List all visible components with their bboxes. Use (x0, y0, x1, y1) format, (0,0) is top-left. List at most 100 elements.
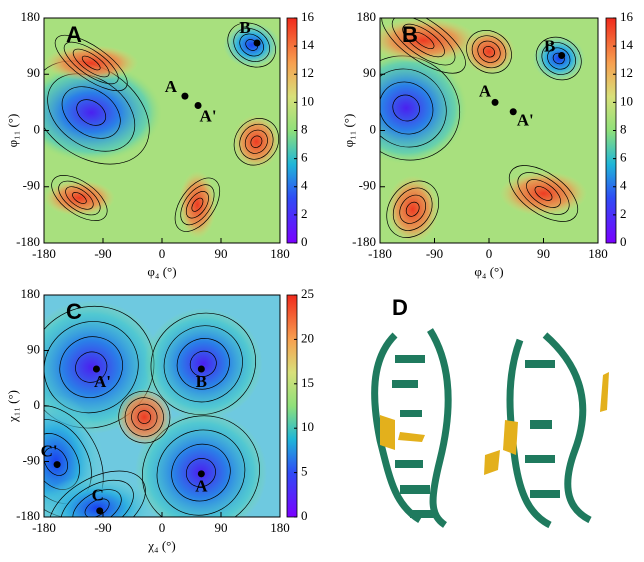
contour-line (391, 18, 456, 66)
point-label: A (479, 81, 492, 100)
contour-line (51, 175, 108, 221)
x-axis-label: φ₄ (°) (474, 264, 503, 279)
y-tick-label: 180 (21, 9, 41, 24)
colorbar-tick-label: 16 (620, 9, 634, 24)
contour-line (75, 351, 108, 383)
contour-line (239, 33, 264, 57)
colorbar-tick-label: 4 (620, 178, 627, 193)
y-tick-label: 0 (34, 121, 41, 136)
y-tick-label: 0 (34, 397, 41, 412)
point (197, 470, 205, 478)
point-label: C (92, 486, 104, 505)
contour-line (517, 172, 570, 215)
contour-line (44, 321, 139, 414)
energy-region (380, 18, 479, 63)
energy-region (499, 171, 588, 216)
contour-line (176, 338, 230, 390)
contour-line (131, 403, 158, 431)
x-tick-label: -180 (32, 520, 56, 535)
contour-line (477, 40, 501, 63)
energy-region (178, 171, 217, 239)
energy-region (115, 388, 173, 446)
colorbar-tick-label: 8 (301, 121, 308, 136)
point-label: B (544, 36, 555, 55)
contour-line (171, 443, 231, 502)
x-axis-label: φ₄ (°) (147, 264, 176, 279)
contour-line (508, 165, 579, 222)
contour-line (59, 336, 123, 398)
contour-line (392, 94, 420, 122)
colorbar-tick-label: 0 (301, 234, 308, 249)
colorbar-tick-label: 0 (620, 234, 627, 249)
panel-label: A (66, 22, 82, 47)
contour-line (44, 447, 69, 476)
contour-line (399, 194, 427, 224)
contour-line (48, 470, 146, 517)
colorbar-tick-label: 10 (620, 93, 633, 108)
contour-line (72, 192, 87, 204)
contour-line (380, 68, 447, 148)
x-tick-label: 180 (588, 246, 608, 261)
point (491, 98, 499, 106)
point (96, 507, 104, 515)
point-label: A' (200, 106, 217, 125)
contour-line (137, 410, 152, 424)
energy-region (44, 474, 157, 517)
y-axis-label: φ₁₁ (°) (341, 114, 356, 148)
contour-line (63, 41, 119, 85)
contour-line (124, 397, 164, 437)
energy-region (44, 180, 115, 216)
y-tick-label: -90 (23, 452, 40, 467)
contour-line (250, 135, 263, 148)
y-tick-label: 180 (357, 9, 377, 24)
colorbar-tick-label: 8 (620, 121, 627, 136)
x-tick-label: 90 (537, 246, 550, 261)
colorbar (286, 294, 298, 518)
contour-line (118, 390, 171, 444)
y-axis-label: φ₁₁ (°) (5, 114, 20, 148)
panel-d: D (371, 295, 609, 529)
colorbar-tick-label: 15 (301, 375, 314, 390)
y-tick-label: -90 (359, 178, 376, 193)
y-tick-label: -180 (352, 234, 376, 249)
colorbar-tick-label: 10 (301, 419, 314, 434)
contour-line (233, 28, 270, 62)
colorbar-tick-label: 2 (301, 206, 308, 221)
colorbar-tick-label: 5 (301, 464, 308, 479)
colorbar-tick-label: 12 (301, 65, 314, 80)
contour-line (54, 34, 128, 92)
colorbar-tick-label: 0 (301, 508, 308, 523)
x-tick-label: 0 (159, 246, 166, 261)
contour-line (405, 201, 420, 217)
contour-line (227, 22, 276, 68)
colorbar-tick-label: 20 (301, 330, 314, 345)
contour-line (156, 429, 246, 516)
energy-region (223, 22, 280, 68)
contour-line (47, 73, 136, 152)
y-tick-label: 90 (363, 65, 376, 80)
plot-area (44, 18, 280, 243)
energy-region (380, 51, 468, 165)
x-tick-label: -180 (32, 246, 56, 261)
contour-line (380, 55, 461, 161)
energy-region (532, 36, 585, 81)
contour-line (72, 489, 122, 517)
contour-line (412, 31, 435, 50)
contour-line (76, 99, 107, 126)
contour-line (402, 23, 445, 58)
colorbar-tick-label: 6 (301, 150, 308, 165)
contour-line (233, 118, 280, 166)
point (194, 102, 202, 109)
contour-line (466, 30, 512, 74)
contour-line (81, 55, 101, 71)
contour-line (61, 86, 121, 139)
contour-line (541, 42, 576, 75)
x-tick-label: -90 (94, 246, 111, 261)
highlight (380, 372, 609, 475)
colorbar-tick-label: 16 (301, 9, 315, 24)
x-tick-label: 0 (486, 246, 493, 261)
point (253, 39, 261, 47)
y-tick-label: -90 (23, 178, 40, 193)
point (92, 365, 100, 373)
